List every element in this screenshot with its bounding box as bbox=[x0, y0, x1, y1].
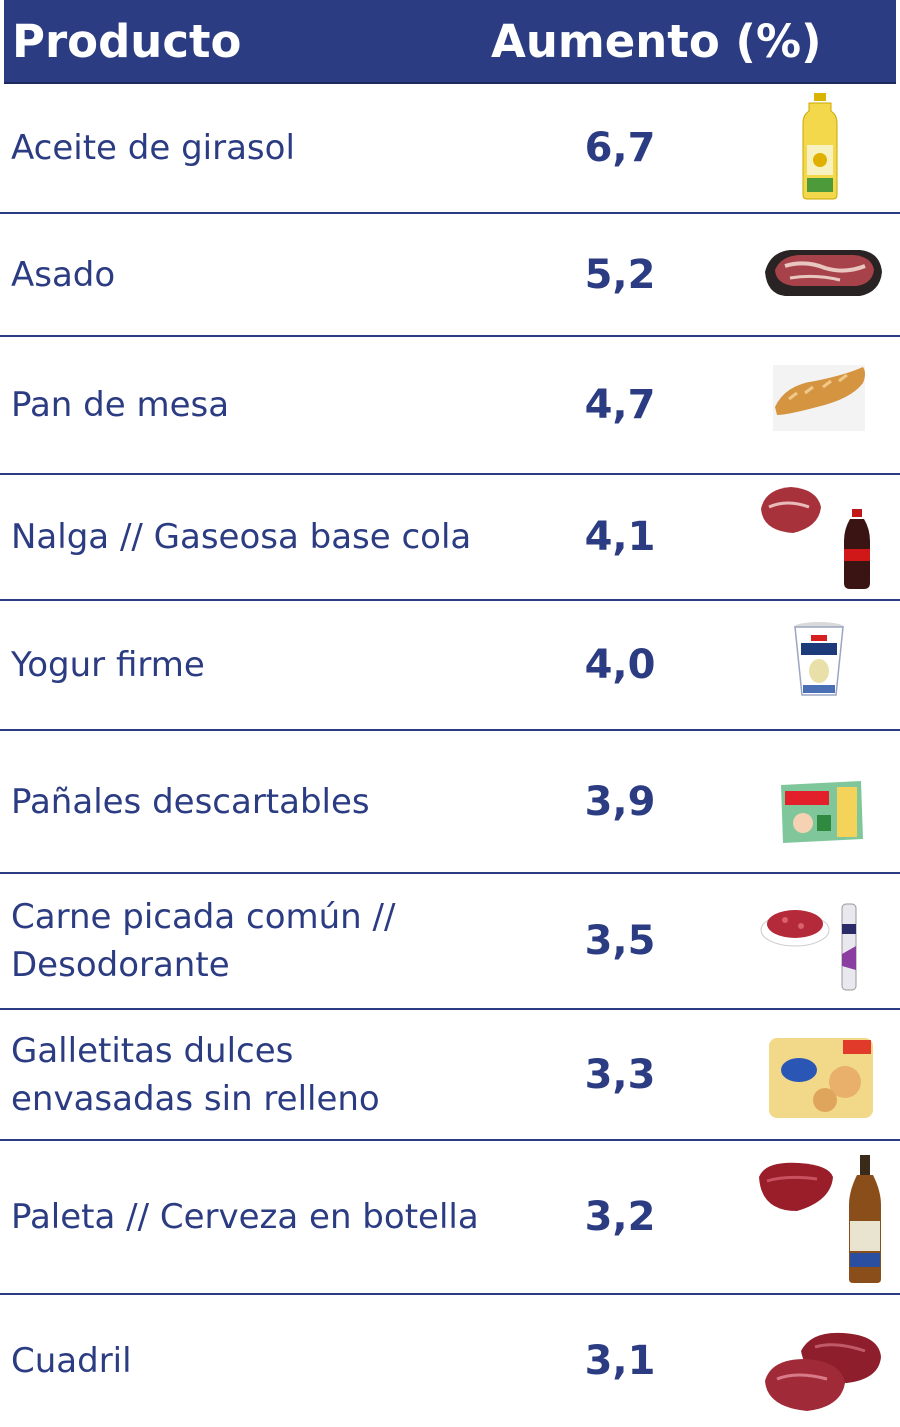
product-name: Pañales descartables bbox=[11, 781, 370, 822]
table-row: Galletitas dulces envasadas sin relleno … bbox=[0, 1010, 900, 1141]
table-row: Asado 5,2 bbox=[0, 214, 900, 337]
table-row: Pan de mesa 4,7 bbox=[0, 337, 900, 475]
product-name: Aceite de girasol bbox=[11, 127, 295, 168]
minced-meat-and-deodorant-icon bbox=[745, 874, 895, 1008]
product-name: Carne picada común // Desodorante bbox=[11, 897, 396, 985]
product-name: Nalga // Gaseosa base cola bbox=[11, 517, 472, 557]
table-row: Nalga // Gaseosa base cola 4,1 bbox=[0, 475, 900, 601]
yogurt-cup-icon bbox=[745, 601, 895, 729]
increase-value: 4,7 bbox=[584, 382, 656, 428]
increase-value: 4,0 bbox=[584, 642, 656, 688]
diaper-package-icon bbox=[745, 731, 895, 872]
product-name: Cuadril bbox=[11, 1341, 132, 1381]
increase-value: 3,3 bbox=[584, 1051, 656, 1098]
product-name: Yogur firme bbox=[11, 645, 205, 685]
increase-value: 3,5 bbox=[584, 918, 656, 964]
sunflower-oil-bottle-icon bbox=[745, 83, 895, 212]
increase-value: 3,2 bbox=[584, 1194, 656, 1240]
column-header-product: Producto bbox=[12, 15, 242, 68]
product-name: Asado bbox=[11, 254, 116, 295]
increase-value: 3,9 bbox=[584, 778, 656, 825]
increase-value: 3,1 bbox=[584, 1338, 656, 1384]
table-row: Yogur firme 4,0 bbox=[0, 601, 900, 731]
table-row: Carne picada común // Desodorante 3,5 bbox=[0, 874, 900, 1010]
table-row: Paleta // Cerveza en botella 3,2 bbox=[0, 1141, 900, 1295]
beef-and-cola-bottle-icon bbox=[745, 475, 895, 599]
product-name: Pan de mesa bbox=[11, 385, 230, 425]
bread-loaf-icon bbox=[745, 337, 895, 473]
column-header-increase: Aumento (%) bbox=[491, 15, 822, 68]
increase-value: 4,1 bbox=[584, 514, 656, 560]
asado-meat-tray-icon bbox=[745, 214, 895, 335]
table-row: Cuadril 3,1 bbox=[0, 1295, 900, 1427]
table-row: Pañales descartables 3,9 bbox=[0, 731, 900, 874]
product-name: Galletitas dulces envasadas sin relleno bbox=[11, 1030, 380, 1119]
cookie-package-icon bbox=[745, 1010, 895, 1139]
table-header: Producto Aumento (%) bbox=[4, 0, 896, 84]
beef-and-beer-bottle-icon bbox=[745, 1141, 895, 1293]
product-name: Paleta // Cerveza en botella bbox=[11, 1197, 479, 1237]
cuadril-meat-icon bbox=[745, 1295, 895, 1427]
increase-value: 5,2 bbox=[584, 251, 656, 298]
increase-value: 6,7 bbox=[584, 124, 656, 171]
table-row: Aceite de girasol 6,7 bbox=[0, 83, 900, 214]
